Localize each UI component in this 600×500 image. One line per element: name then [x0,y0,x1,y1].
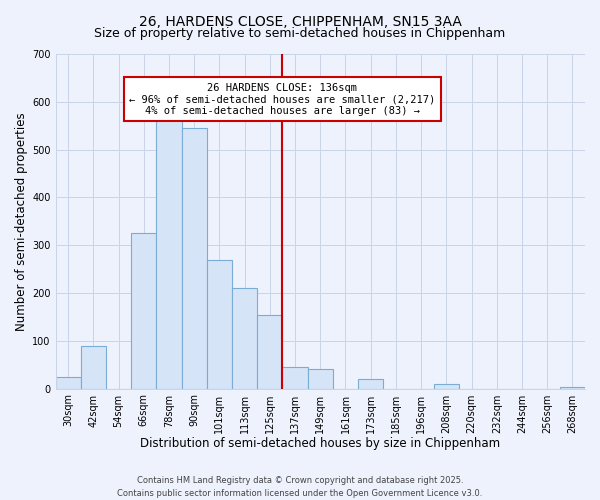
Bar [308,370,333,388]
Bar [257,314,283,388]
Text: Contains HM Land Registry data © Crown copyright and database right 2025.
Contai: Contains HM Land Registry data © Crown c… [118,476,482,498]
Bar [207,260,232,388]
Text: 26 HARDENS CLOSE: 136sqm
← 96% of semi-detached houses are smaller (2,217)
4% of: 26 HARDENS CLOSE: 136sqm ← 96% of semi-d… [130,82,436,116]
Bar [560,387,585,388]
X-axis label: Distribution of semi-detached houses by size in Chippenham: Distribution of semi-detached houses by … [140,437,500,450]
Bar [358,379,383,388]
Bar [157,116,182,388]
Bar [283,367,308,388]
Bar [56,376,81,388]
Bar [131,233,157,388]
Bar [232,288,257,388]
Bar [81,346,106,389]
Bar [434,384,459,388]
Bar [182,128,207,388]
Y-axis label: Number of semi-detached properties: Number of semi-detached properties [15,112,28,330]
Text: 26, HARDENS CLOSE, CHIPPENHAM, SN15 3AA: 26, HARDENS CLOSE, CHIPPENHAM, SN15 3AA [139,15,461,29]
Text: Size of property relative to semi-detached houses in Chippenham: Size of property relative to semi-detach… [94,28,506,40]
